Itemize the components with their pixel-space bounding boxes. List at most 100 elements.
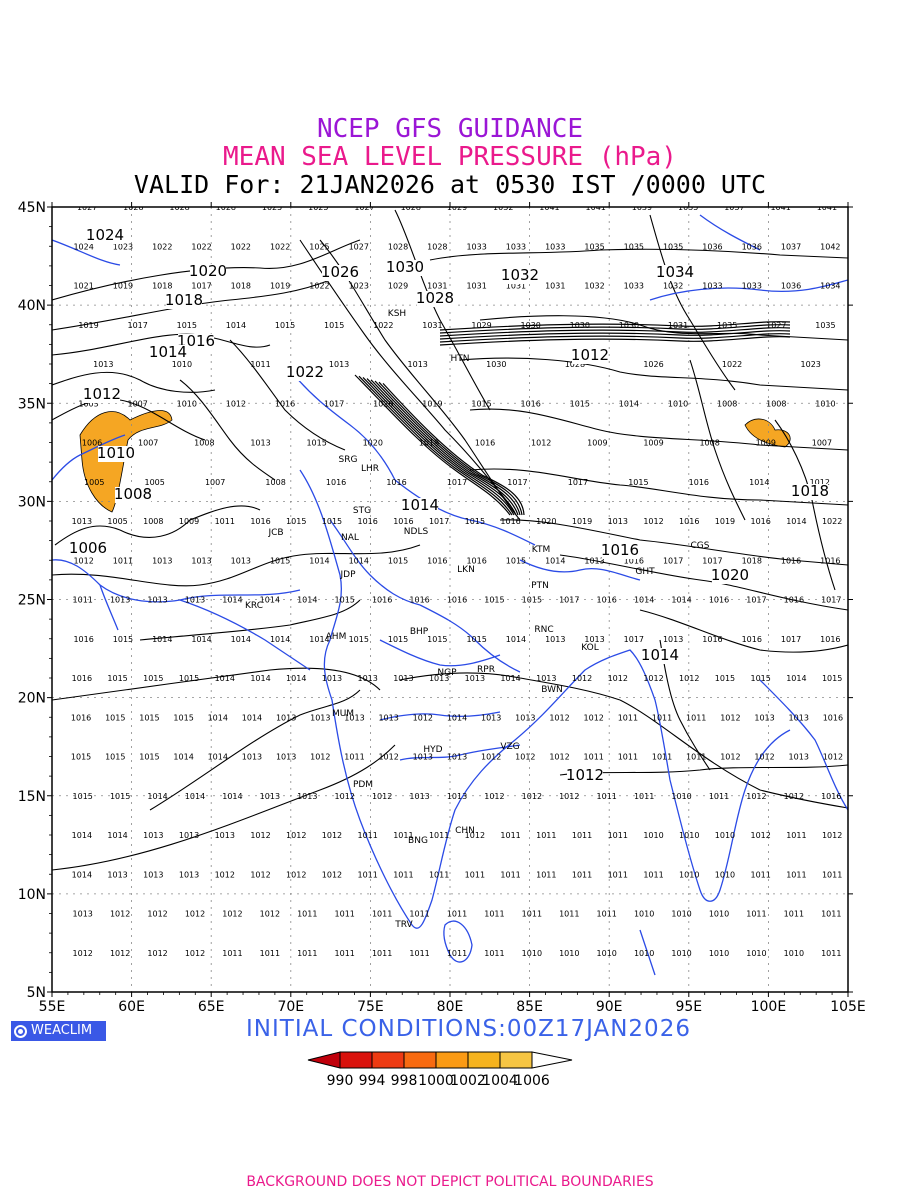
- station-value: 1010: [671, 910, 691, 919]
- station-value: 1030: [570, 321, 590, 330]
- lat-label: 25N: [18, 593, 46, 609]
- station-value: 1016: [624, 556, 644, 565]
- station-value: 1012: [73, 556, 93, 565]
- station-value: 1014: [297, 596, 317, 605]
- isobar-line: [52, 744, 396, 871]
- station-value: 1036: [742, 242, 762, 251]
- station-value: 1017: [559, 596, 579, 605]
- station-value: 1008: [143, 517, 163, 526]
- station-value: 1011: [618, 713, 638, 722]
- city-label: PDM: [353, 780, 373, 790]
- isobar-label-bg: [322, 265, 358, 281]
- station-value: 1039: [632, 203, 652, 212]
- isobar-label-bg: [190, 264, 226, 280]
- isobar-line: [52, 398, 206, 441]
- station-value: 1013: [185, 596, 205, 605]
- station-value: 1014: [545, 556, 565, 565]
- coastline: [639, 929, 656, 976]
- isobar-label: 1030: [386, 258, 424, 276]
- station-value: 1010: [746, 949, 766, 958]
- station-value: 1012: [378, 753, 398, 762]
- station-value: 1011: [584, 753, 604, 762]
- isobar-label: 1028: [416, 289, 454, 307]
- station-value: 1016: [250, 517, 270, 526]
- station-value: 1011: [372, 949, 392, 958]
- station-value: 1016: [689, 478, 709, 487]
- station-value: 1037: [781, 242, 801, 251]
- station-value: 1028: [427, 242, 447, 251]
- station-value: 1011: [686, 713, 706, 722]
- station-value: 1016: [326, 478, 346, 487]
- station-value: 1012: [286, 870, 306, 879]
- coastline: [699, 214, 761, 251]
- isobar-label: 1034: [656, 263, 694, 281]
- weaclim-label: WEACLIM: [31, 1023, 93, 1038]
- isobar-label-bg: [150, 345, 186, 361]
- colorbar-swatch: [499, 1051, 533, 1069]
- station-value: 1012: [222, 910, 242, 919]
- station-value: 1017: [429, 517, 449, 526]
- station-value: 1013: [413, 753, 433, 762]
- station-value: 1030: [619, 321, 639, 330]
- station-value: 1017: [624, 635, 644, 644]
- isobar-label-bg: [115, 487, 151, 503]
- station-value: 1015: [275, 321, 295, 330]
- station-value: 1011: [297, 910, 317, 919]
- station-value: 1015: [715, 674, 735, 683]
- lon-label: 75E: [357, 999, 384, 1015]
- station-value: 1008: [766, 399, 786, 408]
- station-value: 1017: [821, 596, 841, 605]
- isobar-line: [229, 339, 346, 451]
- lat-label: 15N: [18, 789, 46, 805]
- station-value: 1018: [152, 282, 172, 291]
- station-value: 1020: [536, 517, 556, 526]
- city-label: NDLS: [404, 527, 429, 537]
- station-value: 1026: [643, 360, 663, 369]
- weaclim-badge[interactable]: WEACLIM: [11, 1021, 106, 1041]
- station-value: 1013: [608, 517, 628, 526]
- city-label: HTN: [451, 354, 470, 364]
- colorbar-label: 1004: [482, 1073, 518, 1089]
- station-value: 1013: [310, 713, 330, 722]
- station-value: 1013: [465, 674, 485, 683]
- title-valid-time: VALID For: 21JAN2026 at 0530 IST /0000 U…: [133, 170, 767, 199]
- station-value: 1013: [429, 674, 449, 683]
- station-value: 1010: [559, 949, 579, 958]
- station-value: 1015: [105, 753, 125, 762]
- station-value: 1011: [358, 831, 378, 840]
- station-value: 1022: [231, 242, 251, 251]
- colorbar-swatch: [403, 1051, 437, 1069]
- station-value: 1016: [372, 596, 392, 605]
- city-label: NAL: [341, 533, 359, 543]
- station-value: 1012: [250, 870, 270, 879]
- station-value: 1013: [231, 556, 251, 565]
- station-value: 1014: [260, 596, 280, 605]
- station-value: 1014: [222, 596, 242, 605]
- station-value: 1017: [447, 478, 467, 487]
- station-value: 1035: [584, 242, 604, 251]
- station-value: 1017: [507, 478, 527, 487]
- coastline: [399, 744, 521, 761]
- lat-label: 20N: [18, 691, 46, 707]
- station-value: 1015: [139, 713, 159, 722]
- station-value: 1014: [215, 674, 235, 683]
- station-value: 1011: [465, 870, 485, 879]
- lon-label: 105E: [830, 999, 866, 1015]
- station-value: 1015: [822, 674, 842, 683]
- isobar-line: [52, 279, 331, 331]
- station-value: 1014: [185, 792, 205, 801]
- isobar-line: [149, 689, 361, 811]
- station-value: 1022: [152, 242, 172, 251]
- city-label: KRC: [245, 601, 263, 611]
- station-value: 1013: [110, 596, 130, 605]
- station-value: 1012: [720, 713, 740, 722]
- isobar-label-bg: [792, 484, 828, 500]
- station-value: 1019: [270, 282, 290, 291]
- station-value: 1011: [784, 910, 804, 919]
- station-value: 1013: [536, 674, 556, 683]
- station-value: 1012: [572, 674, 592, 683]
- station-value: 1022: [191, 242, 211, 251]
- station-value: 1013: [276, 753, 296, 762]
- station-value: 1013: [250, 439, 270, 448]
- station-value: 1010: [715, 870, 735, 879]
